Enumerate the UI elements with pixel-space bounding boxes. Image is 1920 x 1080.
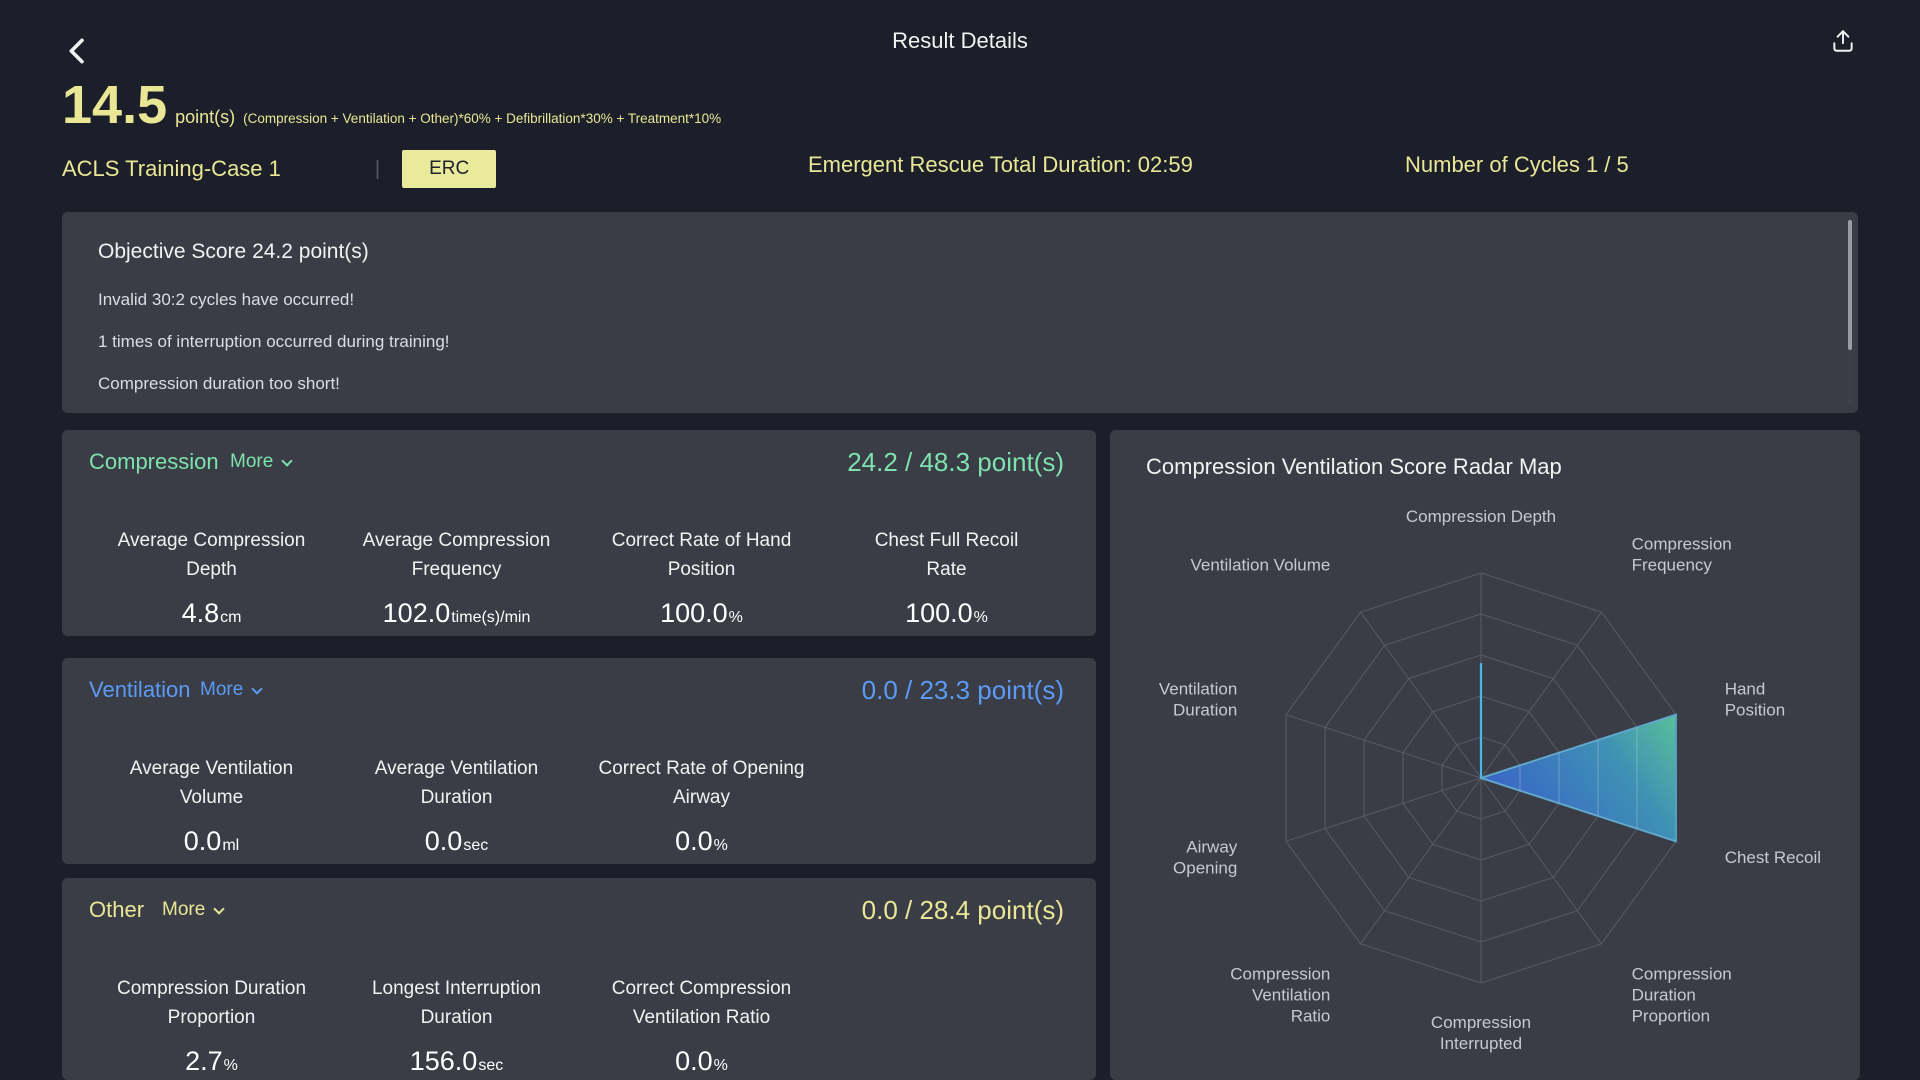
svg-text:Ventilation Volume: Ventilation Volume	[1191, 556, 1331, 575]
svg-text:Compression Depth: Compression Depth	[1406, 507, 1556, 526]
svg-text:Chest Recoil: Chest Recoil	[1725, 848, 1821, 867]
